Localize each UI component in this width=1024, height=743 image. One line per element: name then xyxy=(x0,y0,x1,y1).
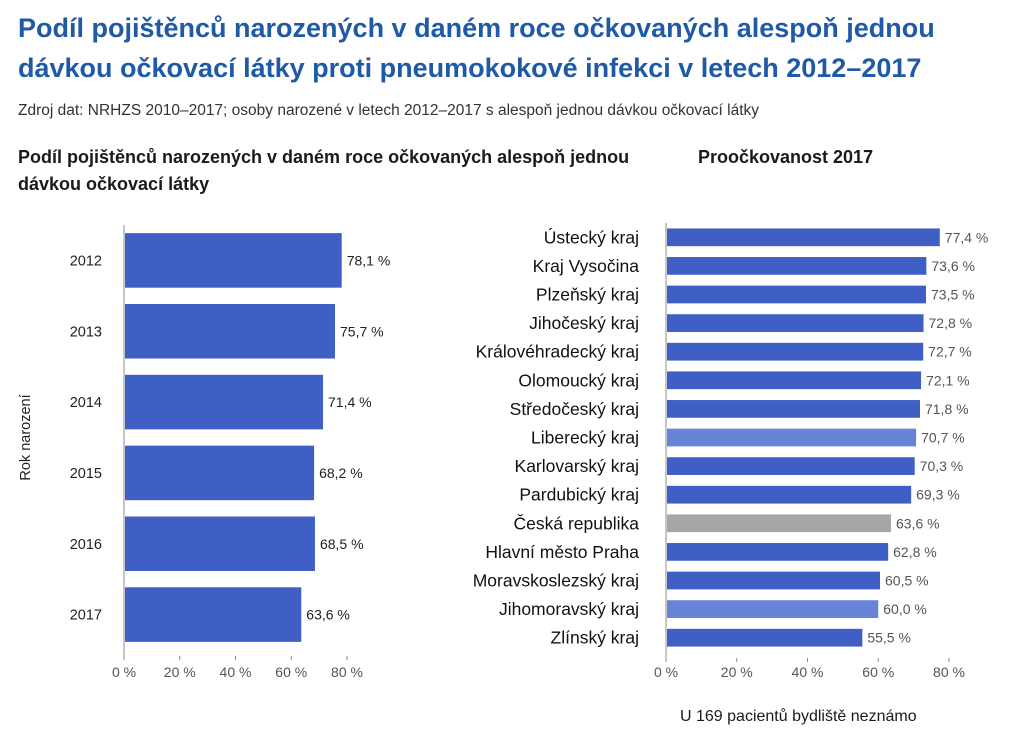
bar xyxy=(667,400,920,418)
category-label: Kraj Vysočina xyxy=(533,256,640,276)
bar xyxy=(125,374,324,430)
x-tick-label: 60 % xyxy=(862,664,894,680)
bar xyxy=(125,445,315,501)
data-label: 70,7 % xyxy=(921,430,965,446)
bar xyxy=(125,303,336,359)
bar xyxy=(667,457,915,475)
data-label: 71,4 % xyxy=(328,394,372,410)
bar xyxy=(667,314,924,332)
x-tick-label: 40 % xyxy=(792,664,824,680)
category-label: Královéhradecký kraj xyxy=(476,342,639,362)
data-label: 73,6 % xyxy=(931,258,975,274)
category-label: Plzeňský kraj xyxy=(536,285,639,305)
bar xyxy=(667,285,927,304)
data-label: 55,5 % xyxy=(867,630,911,646)
data-label: 62,8 % xyxy=(893,544,937,560)
data-label: 72,7 % xyxy=(928,344,972,360)
data-label: 70,3 % xyxy=(920,458,964,474)
category-label: Zlínský kraj xyxy=(551,628,639,648)
bar xyxy=(667,257,927,275)
category-label: Středočeský kraj xyxy=(510,399,639,419)
bar xyxy=(667,628,863,647)
bar xyxy=(125,233,342,288)
data-label: 63,6 % xyxy=(306,607,350,623)
data-label: 72,1 % xyxy=(926,372,970,388)
x-tick-label: 80 % xyxy=(933,664,965,680)
bar xyxy=(667,228,940,247)
data-label: 69,3 % xyxy=(916,487,960,503)
category-label: Liberecký kraj xyxy=(531,428,639,448)
data-label: 68,2 % xyxy=(319,465,363,481)
footnote: U 169 pacientů bydliště neznámo xyxy=(680,708,917,725)
bar xyxy=(125,587,302,642)
data-label: 68,5 % xyxy=(320,536,364,552)
bar xyxy=(667,342,924,361)
data-label: 71,8 % xyxy=(925,401,969,417)
category-label: 2013 xyxy=(70,324,102,340)
right-chart-title: Proočkovanost 2017 xyxy=(698,147,874,167)
data-source-note: Zdroj dat: NRHZS 2010–2017; osoby naroze… xyxy=(18,102,760,119)
data-label: 63,6 % xyxy=(896,515,940,531)
bar xyxy=(125,516,315,572)
bar xyxy=(667,428,917,447)
category-label: Ústecký kraj xyxy=(544,226,639,247)
category-label: Jihočeský kraj xyxy=(529,313,639,333)
category-label: Moravskoslezský kraj xyxy=(473,571,639,591)
data-label: 60,5 % xyxy=(885,573,929,589)
x-tick-label: 80 % xyxy=(331,664,363,680)
bar xyxy=(667,485,912,504)
x-tick-label: 0 % xyxy=(654,664,678,680)
category-label: 2015 xyxy=(70,466,102,482)
data-label: 73,5 % xyxy=(931,287,975,303)
bar xyxy=(667,514,891,533)
category-label: Hlavní město Praha xyxy=(485,542,639,562)
bar xyxy=(667,571,881,590)
category-label: Olomoucký kraj xyxy=(518,370,639,390)
bar xyxy=(667,600,879,618)
category-label: Jihomoravský kraj xyxy=(499,599,639,619)
x-tick-label: 60 % xyxy=(275,664,307,680)
data-label: 72,8 % xyxy=(929,315,973,331)
data-label: 78,1 % xyxy=(347,252,391,268)
right-bar-chart: 0 % 20 % 40 % 60 % 80 % Ústecký kraj 77,4 % Kra… xyxy=(473,223,989,680)
x-tick-label: 0 % xyxy=(112,664,136,680)
category-label: 2014 xyxy=(70,395,102,411)
category-label: 2016 xyxy=(70,537,102,553)
data-label: 75,7 % xyxy=(340,323,384,339)
left-bar-chart: 0 % 20 % 40 % 60 % 80 % 2012 78,1 % 2013 75,7 % 2… xyxy=(18,225,390,680)
bar xyxy=(667,543,889,561)
bar xyxy=(667,371,922,390)
category-label: 2012 xyxy=(70,253,102,269)
y-axis-title: Rok narození xyxy=(18,394,34,480)
page-title: Podíl pojištěnců narozených v daném roce… xyxy=(18,13,935,83)
data-label: 77,4 % xyxy=(945,229,989,245)
left-chart-title: Podíl pojištěnců narozených v daném roce… xyxy=(18,147,630,194)
category-label: 2017 xyxy=(70,608,102,624)
data-label: 60,0 % xyxy=(883,601,927,617)
category-label: Česká republika xyxy=(514,512,640,533)
x-tick-label: 20 % xyxy=(721,664,753,680)
category-label: Pardubický kraj xyxy=(519,485,639,505)
x-tick-label: 40 % xyxy=(220,664,252,680)
category-label: Karlovarský kraj xyxy=(515,456,639,476)
x-tick-label: 20 % xyxy=(164,664,196,680)
